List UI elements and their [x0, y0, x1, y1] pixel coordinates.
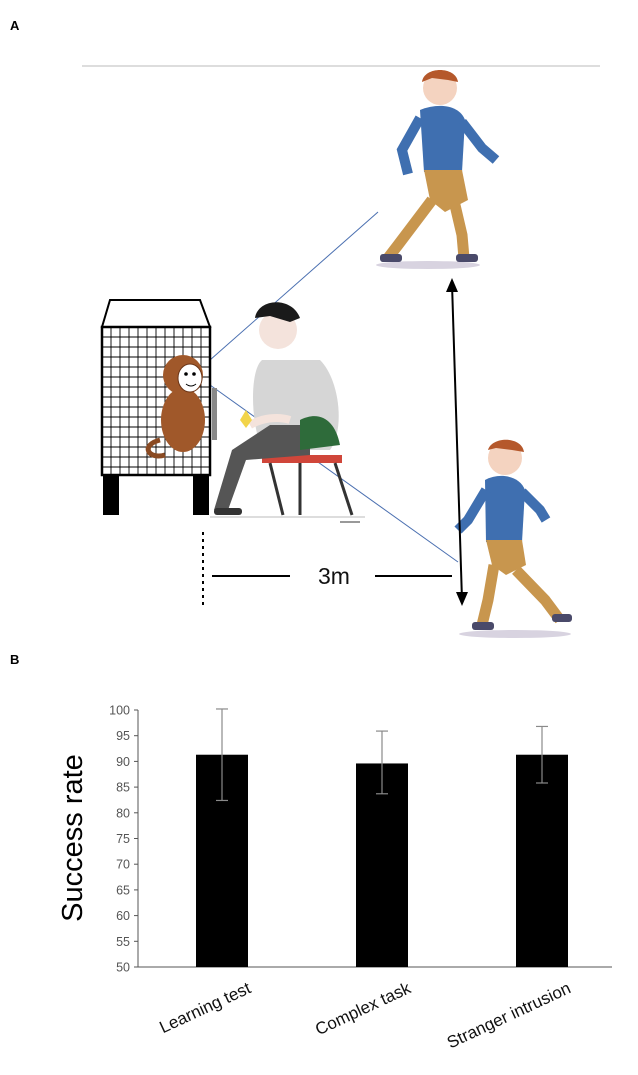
y-tick-label: 50: [116, 961, 130, 975]
y-tick-label: 75: [116, 832, 130, 846]
walking-person-top-illustration: [376, 70, 500, 269]
panel-label-a: A: [10, 18, 20, 33]
y-tick-label: 100: [109, 704, 130, 718]
bar: [356, 763, 408, 967]
distance-label: 3m: [318, 563, 350, 589]
y-tick-label: 55: [116, 935, 130, 949]
x-tick-label: Complex task: [312, 978, 414, 1039]
x-tick-label: Learning test: [157, 978, 254, 1037]
y-tick-label: 70: [116, 858, 130, 872]
y-axis-title: Success rate: [57, 754, 89, 922]
success-rate-chart: Success rate 50 55 60 65 70 75 80 85 90 95 100 Lea…: [57, 704, 612, 1052]
walking-person-bottom-illustration: [454, 439, 572, 638]
y-tick-label: 85: [116, 781, 130, 795]
y-tick-label: 90: [116, 755, 130, 769]
vertical-distance-arrow: [446, 278, 468, 606]
sight-line-upper: [209, 211, 379, 361]
panel-label-b: B: [10, 652, 20, 667]
x-tick-label: Stranger intrusion: [444, 978, 574, 1052]
monkey-illustration: [145, 355, 205, 459]
seated-person-illustration: [214, 302, 354, 516]
y-tick-label: 65: [116, 883, 130, 897]
bar: [516, 754, 568, 967]
y-tick-label: 95: [116, 729, 130, 743]
y-tick-label: 60: [116, 909, 130, 923]
y-tick-label: 80: [116, 806, 130, 820]
sight-line-lower: [209, 384, 459, 563]
